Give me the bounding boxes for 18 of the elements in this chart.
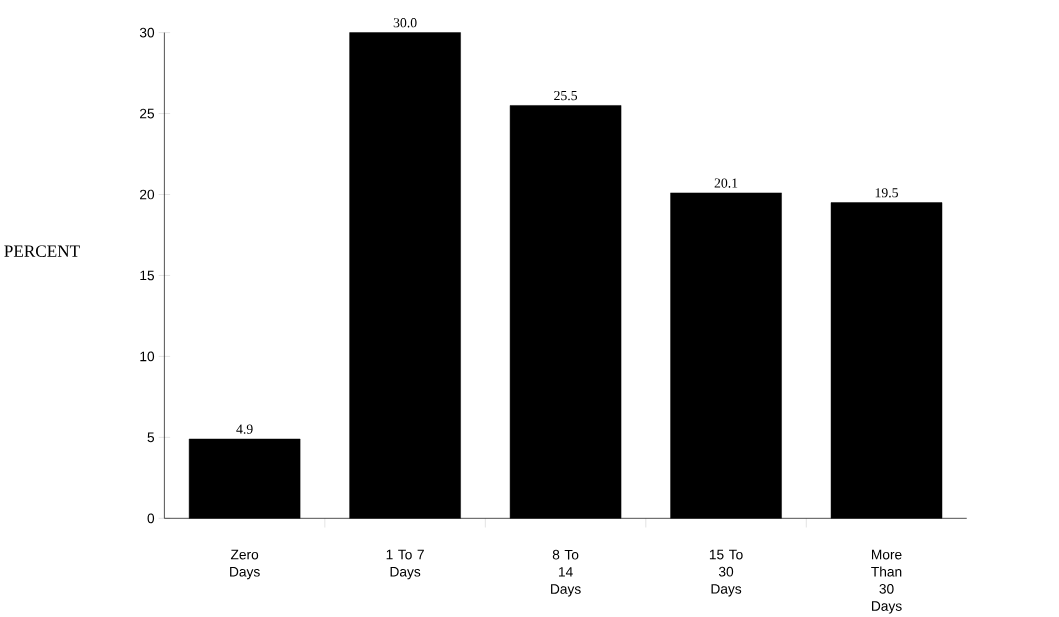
y-tick-label: 0 [147, 513, 155, 523]
data-label: 30.0 [393, 17, 417, 28]
x-tick-label: 15 To 30 Days [709, 549, 743, 597]
y-tick-label: 10 [140, 351, 155, 362]
x-tick-label: More Than 30 Days [871, 549, 902, 614]
x-tick-label: 8 To 14 Days [551, 549, 581, 597]
y-tick-label: 20 [140, 189, 155, 200]
x-tick-label: 1 To 7 Days [386, 549, 424, 580]
y-tick-label: 5 [147, 432, 155, 442]
y-tick-label: 25 [140, 108, 155, 119]
y-axis-title: PERCENT [4, 245, 80, 257]
data-label: 4.9 [236, 424, 253, 434]
data-label: 19.5 [875, 187, 898, 198]
y-tick-label: 15 [140, 270, 155, 281]
data-label: 20.1 [714, 178, 738, 188]
x-tick-label: Zero Days [230, 549, 260, 580]
data-label: 25.5 [554, 90, 578, 101]
y-tick-label: 30 [139, 27, 155, 38]
